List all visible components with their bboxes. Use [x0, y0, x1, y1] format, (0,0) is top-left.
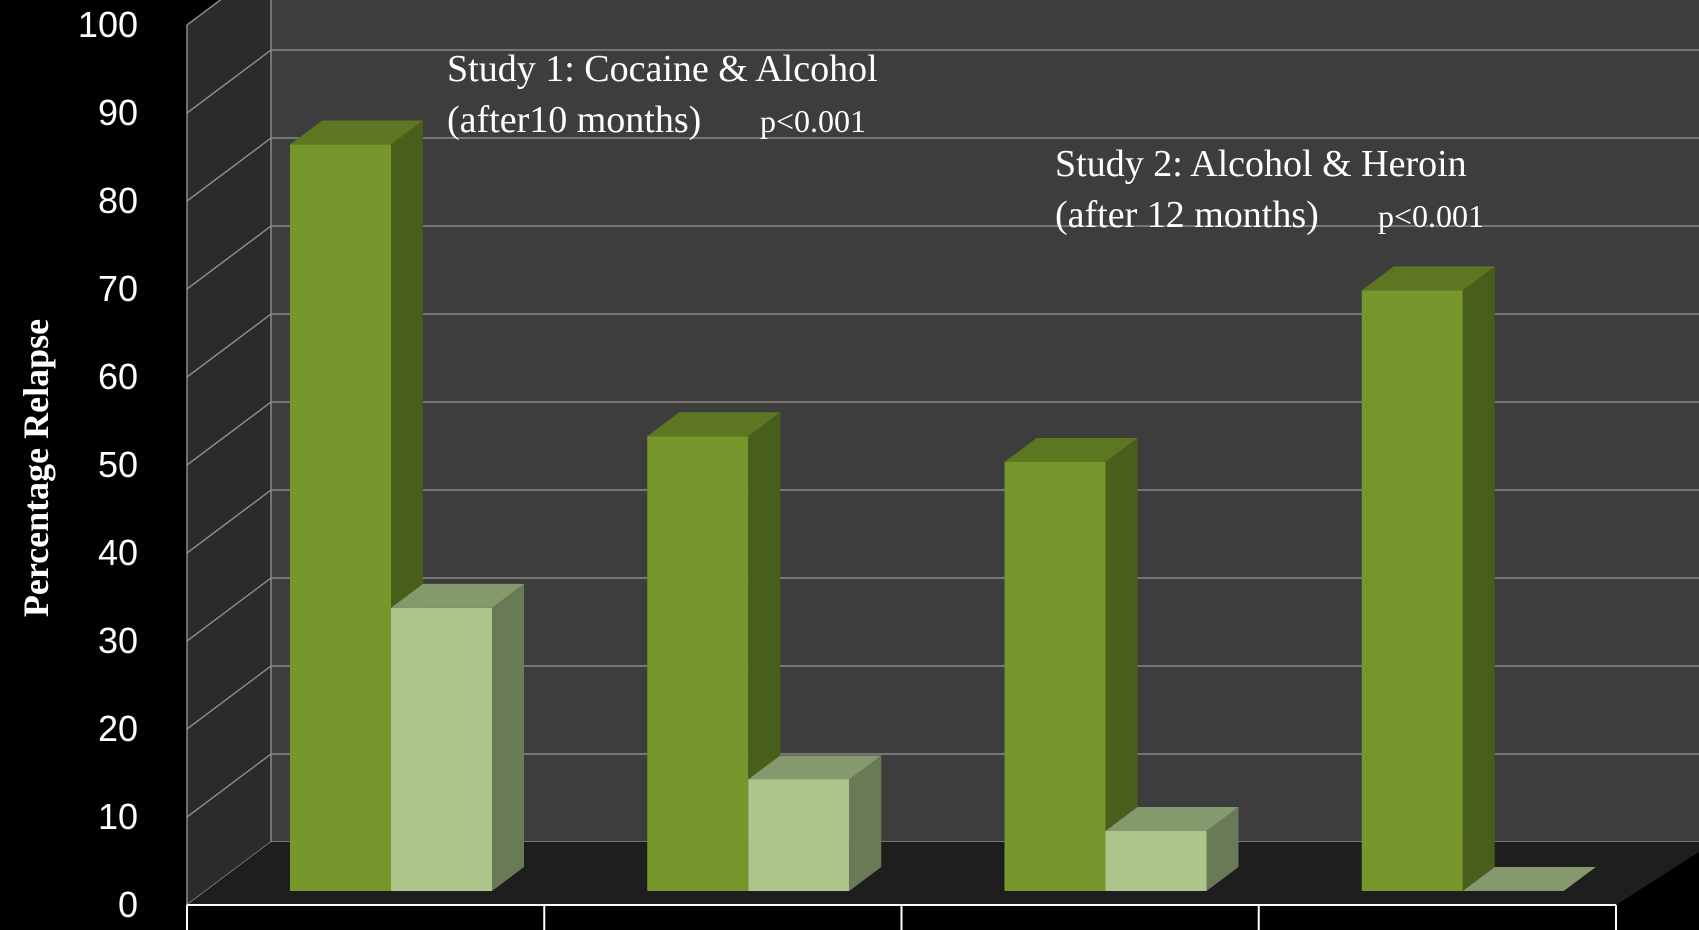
bar-series2-cat1 — [391, 583, 524, 891]
y-tick-label: 10 — [98, 796, 138, 837]
bar-top — [1004, 438, 1138, 462]
y-tick-label: 40 — [98, 532, 138, 573]
bar-side — [1105, 438, 1138, 891]
annotation-study2-title: Study 2: Alcohol & Heroin — [1055, 143, 1467, 185]
y-tick-label: 20 — [98, 708, 138, 749]
bar-front — [1004, 462, 1106, 891]
bar-top — [290, 120, 423, 145]
bar-series1-cat2 — [647, 412, 781, 891]
y-tick-label: 80 — [98, 180, 138, 221]
gridline — [186, 0, 222, 26]
bar-top — [1105, 806, 1239, 831]
bar-top — [1462, 867, 1596, 891]
bar-top — [647, 412, 781, 437]
bar-front — [290, 144, 391, 892]
back-wall — [271, 0, 1699, 842]
y-tick-label: 90 — [98, 92, 138, 133]
annotation-study2-period: (after 12 months) — [1055, 194, 1319, 236]
annotation-study1-pvalue: p<0.001 — [760, 103, 866, 139]
bar-top — [748, 755, 882, 780]
annotation-study2-pvalue: p<0.001 — [1378, 198, 1484, 234]
y-tick-label: 30 — [98, 620, 138, 661]
bar-series1-cat3 — [1004, 438, 1138, 891]
bar-side — [492, 583, 524, 891]
bar-side — [1462, 266, 1495, 891]
side-wall — [187, 0, 271, 905]
bar-front — [1105, 830, 1207, 891]
y-tick-label: 60 — [98, 356, 138, 397]
y-tick-label: 100 — [78, 4, 138, 45]
annotation-study1-title: Study 1: Cocaine & Alcohol — [447, 48, 878, 90]
bar-series2-cat3 — [1105, 806, 1239, 891]
bar-series2-cat4 — [1462, 867, 1596, 891]
bar-series1-cat4 — [1361, 266, 1495, 891]
grid-lines — [186, 0, 1699, 906]
x-category-dividers — [186, 904, 1617, 930]
bar-front — [391, 607, 492, 891]
bar-series2-cat2 — [748, 755, 882, 891]
bar-side — [1206, 806, 1239, 891]
bar-top — [1361, 266, 1495, 291]
bar-front — [748, 779, 850, 891]
chart-walls — [187, 0, 1699, 905]
bar-top — [391, 583, 524, 608]
annotation-study1-period: (after10 months) — [447, 99, 701, 141]
bar-front — [1361, 290, 1463, 891]
y-tick-labels: 0 10 20 30 40 50 60 70 80 90 100 — [78, 4, 138, 925]
y-axis-label: Percentage Relapse — [16, 319, 56, 617]
y-tick-label: 70 — [98, 268, 138, 309]
chart-floor — [187, 842, 1699, 905]
y-tick-label: 0 — [118, 884, 138, 925]
bars — [290, 120, 1596, 892]
floor-plane — [187, 842, 1699, 905]
bar-front — [647, 436, 749, 891]
y-tick-label: 50 — [98, 444, 138, 485]
bar-side — [849, 755, 882, 891]
